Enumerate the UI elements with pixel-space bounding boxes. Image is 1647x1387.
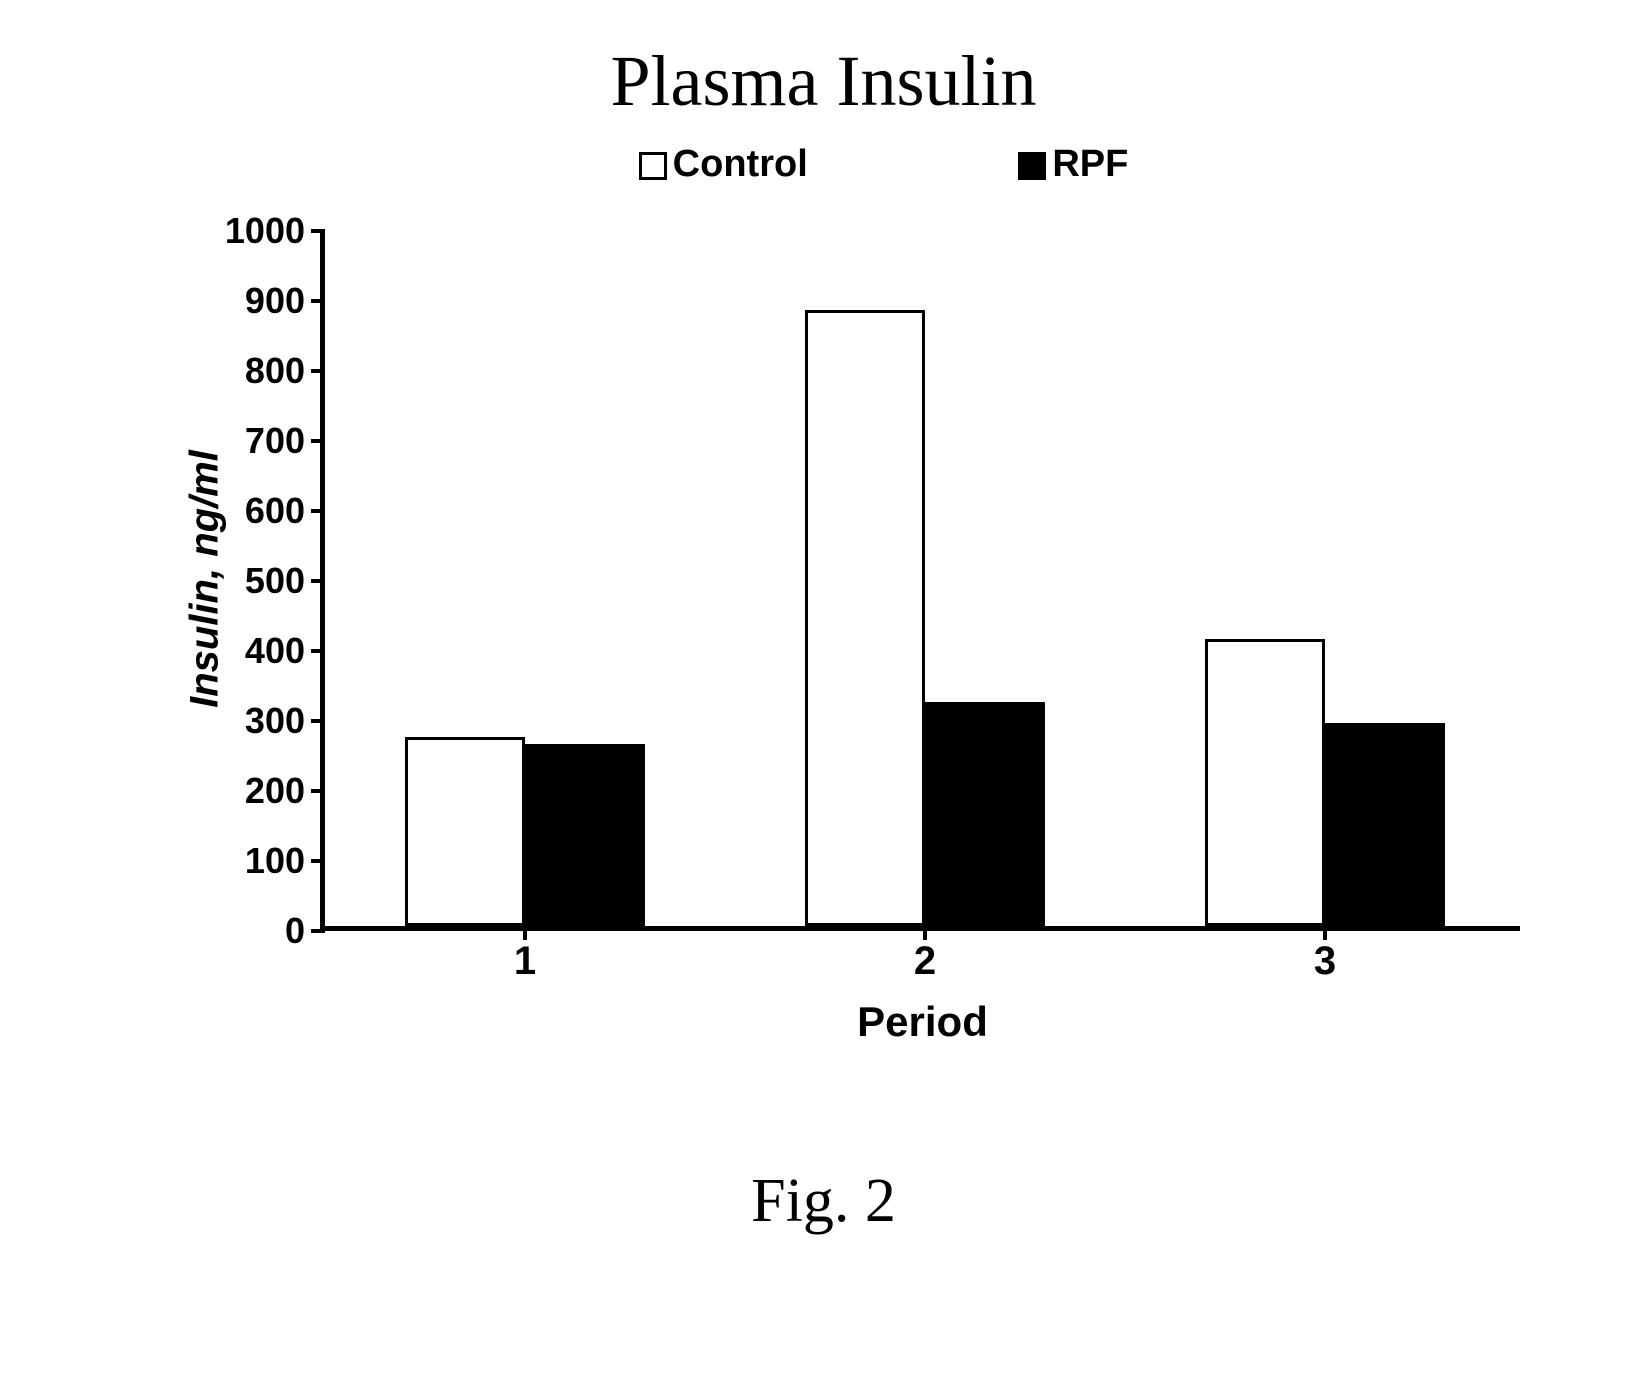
y-tick-label: 1000 [185, 210, 305, 252]
bar [925, 702, 1045, 926]
x-tick [1323, 926, 1327, 940]
chart-title: Plasma Insulin [40, 40, 1607, 123]
y-tick-label: 300 [185, 700, 305, 742]
y-tick [311, 859, 325, 863]
x-tick [923, 926, 927, 940]
legend: Control RPF [40, 143, 1607, 186]
x-tick-label: 2 [914, 939, 936, 984]
legend-item-rpf: RPF [1018, 143, 1128, 186]
x-axis-label: Period [857, 998, 988, 1046]
y-tick [311, 929, 325, 933]
figure: Plasma Insulin Control RPF Insulin, ng/m… [40, 40, 1607, 1347]
plot-area: Insulin, ng/ml Period 010020030040050060… [320, 231, 1520, 931]
y-tick [311, 649, 325, 653]
y-tick-label: 500 [185, 560, 305, 602]
y-tick [311, 439, 325, 443]
bar [805, 310, 925, 926]
legend-label-control: Control [673, 143, 808, 185]
legend-item-control: Control [639, 143, 808, 186]
y-tick [311, 299, 325, 303]
figure-caption: Fig. 2 [40, 1166, 1607, 1237]
y-tick-label: 100 [185, 840, 305, 882]
y-tick [311, 229, 325, 233]
y-tick-label: 800 [185, 350, 305, 392]
x-tick-label: 1 [514, 939, 536, 984]
chart-area: Insulin, ng/ml Period 010020030040050060… [210, 196, 1550, 976]
y-tick-label: 400 [185, 630, 305, 672]
y-tick-label: 0 [185, 910, 305, 952]
x-tick-label: 3 [1314, 939, 1336, 984]
bar [1325, 723, 1445, 926]
y-tick [311, 579, 325, 583]
bar [525, 744, 645, 926]
y-tick [311, 789, 325, 793]
legend-label-rpf: RPF [1052, 143, 1128, 185]
legend-swatch-control [639, 152, 667, 180]
y-tick [311, 719, 325, 723]
y-tick [311, 369, 325, 373]
bar [405, 737, 525, 926]
bar [1205, 639, 1325, 926]
y-tick [311, 509, 325, 513]
y-tick-label: 600 [185, 490, 305, 532]
x-tick [523, 926, 527, 940]
y-tick-label: 700 [185, 420, 305, 462]
legend-swatch-rpf [1018, 152, 1046, 180]
y-tick-label: 200 [185, 770, 305, 812]
y-tick-label: 900 [185, 280, 305, 322]
